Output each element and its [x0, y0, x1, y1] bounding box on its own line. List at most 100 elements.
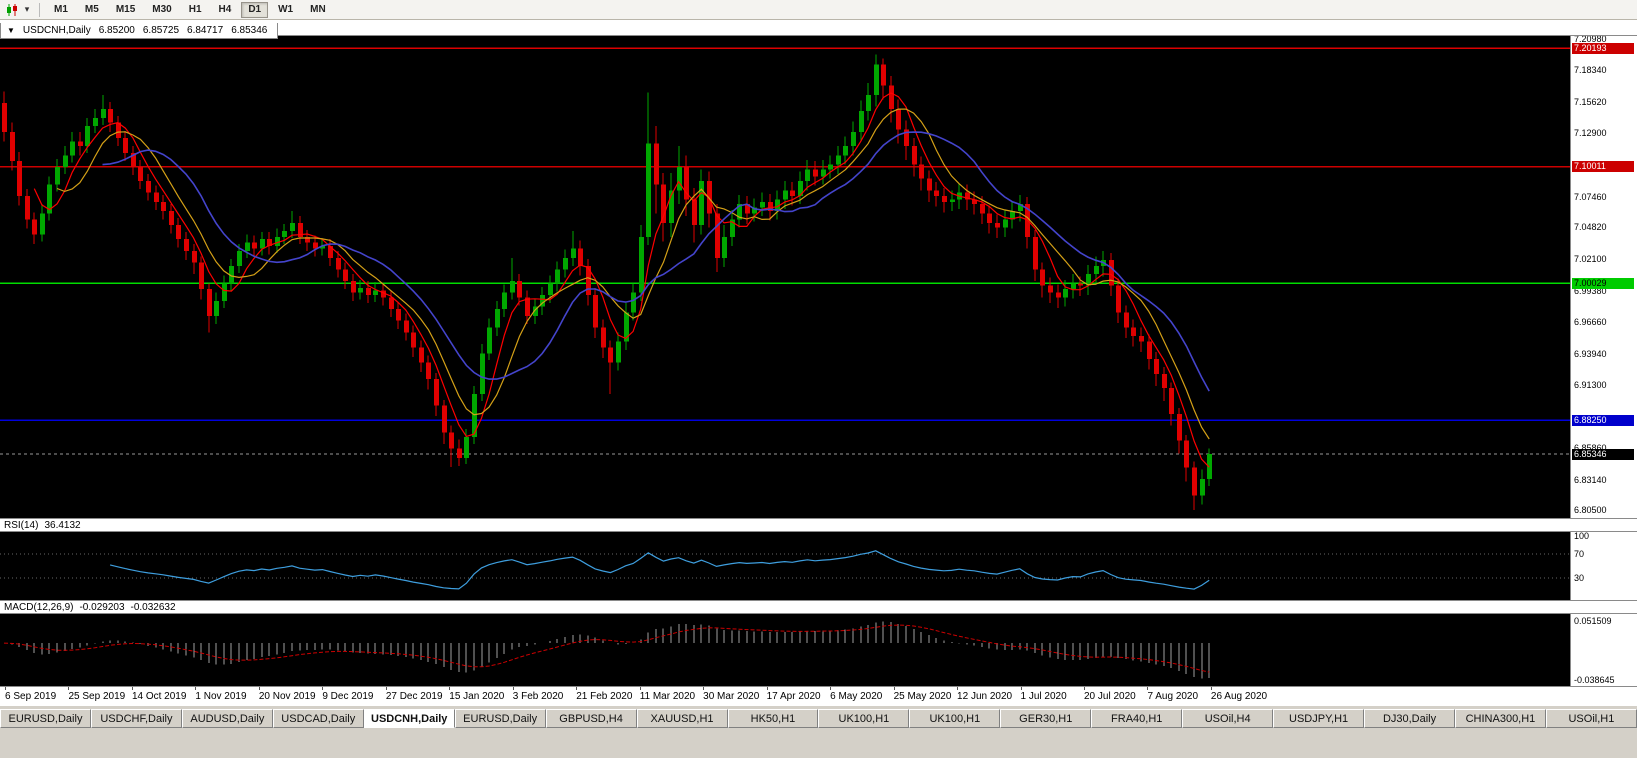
timeframe-button-mn[interactable]: MN: [310, 3, 326, 15]
price-tick-label: 7.20980: [1574, 34, 1607, 44]
price-badge: 6.85346: [1572, 449, 1634, 460]
chart-tab-eurusd-daily[interactable]: EURUSD,Daily: [454, 709, 546, 728]
symbol-title: USDCNH,Daily: [22, 25, 91, 36]
collapse-triangle-icon[interactable]: ▼: [7, 26, 15, 35]
chart-tab-china300-h1[interactable]: CHINA300,H1: [1455, 709, 1546, 728]
timeframe-button-w1[interactable]: W1: [278, 3, 294, 15]
date-label: 7 Aug 2020: [1147, 691, 1199, 702]
chart-tab-usdcnh-daily[interactable]: USDCNH,Daily: [363, 709, 455, 728]
chart-tab-row: EURUSD,Daily USDCHF,Daily AUDUSD,Daily USDC…: [0, 709, 1637, 728]
rsi-separator[interactable]: RSI(14) 36.4132: [0, 518, 1637, 532]
chart-tab-usoil-h4[interactable]: USOil,H4: [1182, 709, 1274, 728]
chart-tab-usdcad-daily[interactable]: USDCAD,Daily: [272, 709, 364, 728]
time-axis[interactable]: 6 Sep 2019 25 Sep 2019 14 Oct 2019 1 Nov 20…: [0, 686, 1637, 706]
macd-value-signal: -0.032632: [130, 601, 176, 613]
date-label: 17 Apr 2020: [766, 691, 821, 702]
chart-tab-ger30-h1[interactable]: GER30,H1: [1000, 709, 1092, 728]
price-tick-label: 6.83140: [1574, 475, 1607, 485]
time-axis-tick: [322, 687, 324, 690]
ohlc-low: 6.84717: [187, 25, 224, 36]
macd-scale-bottom: -0.038645: [1574, 675, 1615, 685]
date-label: 20 Jul 2020: [1083, 691, 1136, 702]
candlestick-chart-icon[interactable]: [4, 2, 20, 18]
chart-tab-usdjpy-h1[interactable]: USDJPY,H1: [1273, 709, 1365, 728]
price-tick-label: 6.80500: [1574, 505, 1607, 515]
main-chart-canvas: [0, 47, 1570, 510]
chart-tab-audusd-daily[interactable]: AUDUSD,Daily: [181, 709, 273, 728]
price-badge: 7.10011: [1572, 161, 1634, 172]
timeframe-button-d1[interactable]: D1: [241, 1, 269, 18]
date-label: 30 Mar 2020: [703, 691, 760, 702]
timeframe-button-m30[interactable]: M30: [152, 3, 172, 15]
date-label: 15 Jan 2020: [449, 691, 505, 702]
time-axis-tick: [1020, 687, 1022, 690]
price-scale[interactable]: 7.20980 7.18340 7.15620 7.12900 7.07460 7.048…: [1570, 20, 1637, 686]
rsi-pane[interactable]: [0, 532, 1570, 600]
time-axis-tick: [68, 687, 70, 690]
date-label: 27 Dec 2019: [385, 691, 443, 702]
timeframe-button-m15[interactable]: M15: [115, 3, 136, 15]
dropdown-caret-icon[interactable]: ▾: [24, 4, 30, 14]
chart-tab-uk100-h1[interactable]: UK100,H1: [818, 709, 910, 728]
time-axis-tick: [703, 687, 705, 690]
time-axis-tick: [957, 687, 959, 690]
rsi-canvas: [0, 550, 1570, 590]
chart-tab-usdchf-daily[interactable]: USDCHF,Daily: [90, 709, 182, 728]
price-tick-label: 6.93940: [1574, 349, 1607, 359]
symbol-bar: ▼ USDCNH,Daily 6.85200 6.85725 6.84717 6…: [0, 20, 1637, 39]
time-axis-tick: [258, 687, 260, 690]
chart-tab-dj30-daily[interactable]: DJ30,Daily: [1364, 709, 1455, 728]
price-badge: 7.00029: [1572, 278, 1634, 289]
chart-tab-xauusd-h1[interactable]: XAUUSD,H1: [636, 709, 728, 728]
macd-pane[interactable]: [0, 614, 1570, 686]
time-axis-tick: [1210, 687, 1212, 690]
main-chart-pane[interactable]: [0, 36, 1570, 518]
timeframe-button-h4[interactable]: H4: [218, 3, 232, 15]
chart-tab-hk50-h1[interactable]: HK50,H1: [727, 709, 819, 728]
chart-tab-usoil-h1[interactable]: USOil,H1: [1545, 709, 1637, 728]
time-axis-tick: [766, 687, 768, 690]
macd-separator[interactable]: MACD(12,26,9) -0.029203 -0.032632: [0, 600, 1637, 614]
toolbar: ▾ M1 M5 M15 M30 H1 H4 D1 W1 MN: [0, 0, 1637, 20]
symbol-info-box[interactable]: ▼ USDCNH,Daily 6.85200 6.85725 6.84717 6…: [0, 23, 279, 39]
date-label: 6 Sep 2019: [5, 691, 57, 702]
timeframe-button-h1[interactable]: H1: [188, 3, 202, 15]
price-tick-label: 6.85860: [1574, 443, 1607, 453]
date-label: 1 Nov 2019: [195, 691, 247, 702]
price-tick-label: 7.07460: [1574, 192, 1607, 202]
chart-tab-bar: EURUSD,Daily USDCHF,Daily AUDUSD,Daily USDC…: [0, 706, 1637, 758]
date-label: 25 May 2020: [893, 691, 952, 702]
chart-tab-fra40-h1[interactable]: FRA40,H1: [1091, 709, 1183, 728]
time-axis-tick: [1147, 687, 1149, 690]
chart-tab-uk100-h1[interactable]: UK100,H1: [909, 709, 1001, 728]
time-axis-tick: [639, 687, 641, 690]
timeframe-button-m1[interactable]: M1: [54, 3, 68, 15]
price-tick-label: 7.15620: [1574, 97, 1607, 107]
time-axis-tick: [830, 687, 832, 690]
ohlc-open: 6.85200: [98, 25, 135, 36]
time-axis-tick: [576, 687, 578, 690]
timeframe-group: M1 M5 M15 M30 H1 H4 D1 W1 MN: [47, 1, 333, 18]
time-axis-tick: [385, 687, 387, 690]
price-tick-label: 7.04820: [1574, 222, 1607, 232]
macd-value-main: -0.029203: [79, 601, 125, 613]
date-label: 6 May 2020: [830, 691, 883, 702]
date-label: 9 Dec 2019: [322, 691, 374, 702]
macd-scale-top: 0.051509: [1574, 616, 1612, 626]
date-label: 20 Nov 2019: [258, 691, 316, 702]
time-axis-tick: [1083, 687, 1085, 690]
time-axis-tick: [449, 687, 451, 690]
date-label: 26 Aug 2020: [1210, 691, 1268, 702]
macd-label: MACD(12,26,9): [4, 601, 74, 613]
rsi-label: RSI(14): [4, 519, 39, 531]
timeframe-button-m5[interactable]: M5: [84, 3, 99, 15]
price-tick-label: 7.02100: [1574, 254, 1607, 264]
price-badge: 7.20193: [1572, 43, 1634, 54]
date-label: 25 Sep 2019: [68, 691, 126, 702]
date-label: 3 Feb 2020: [512, 691, 564, 702]
chart-tab-eurusd-daily[interactable]: EURUSD,Daily: [0, 709, 91, 728]
chart-tab-gbpusd-h4[interactable]: GBPUSD,H4: [545, 709, 637, 728]
time-axis-tick: [5, 687, 6, 690]
rsi-scale-label: 70: [1574, 549, 1585, 559]
